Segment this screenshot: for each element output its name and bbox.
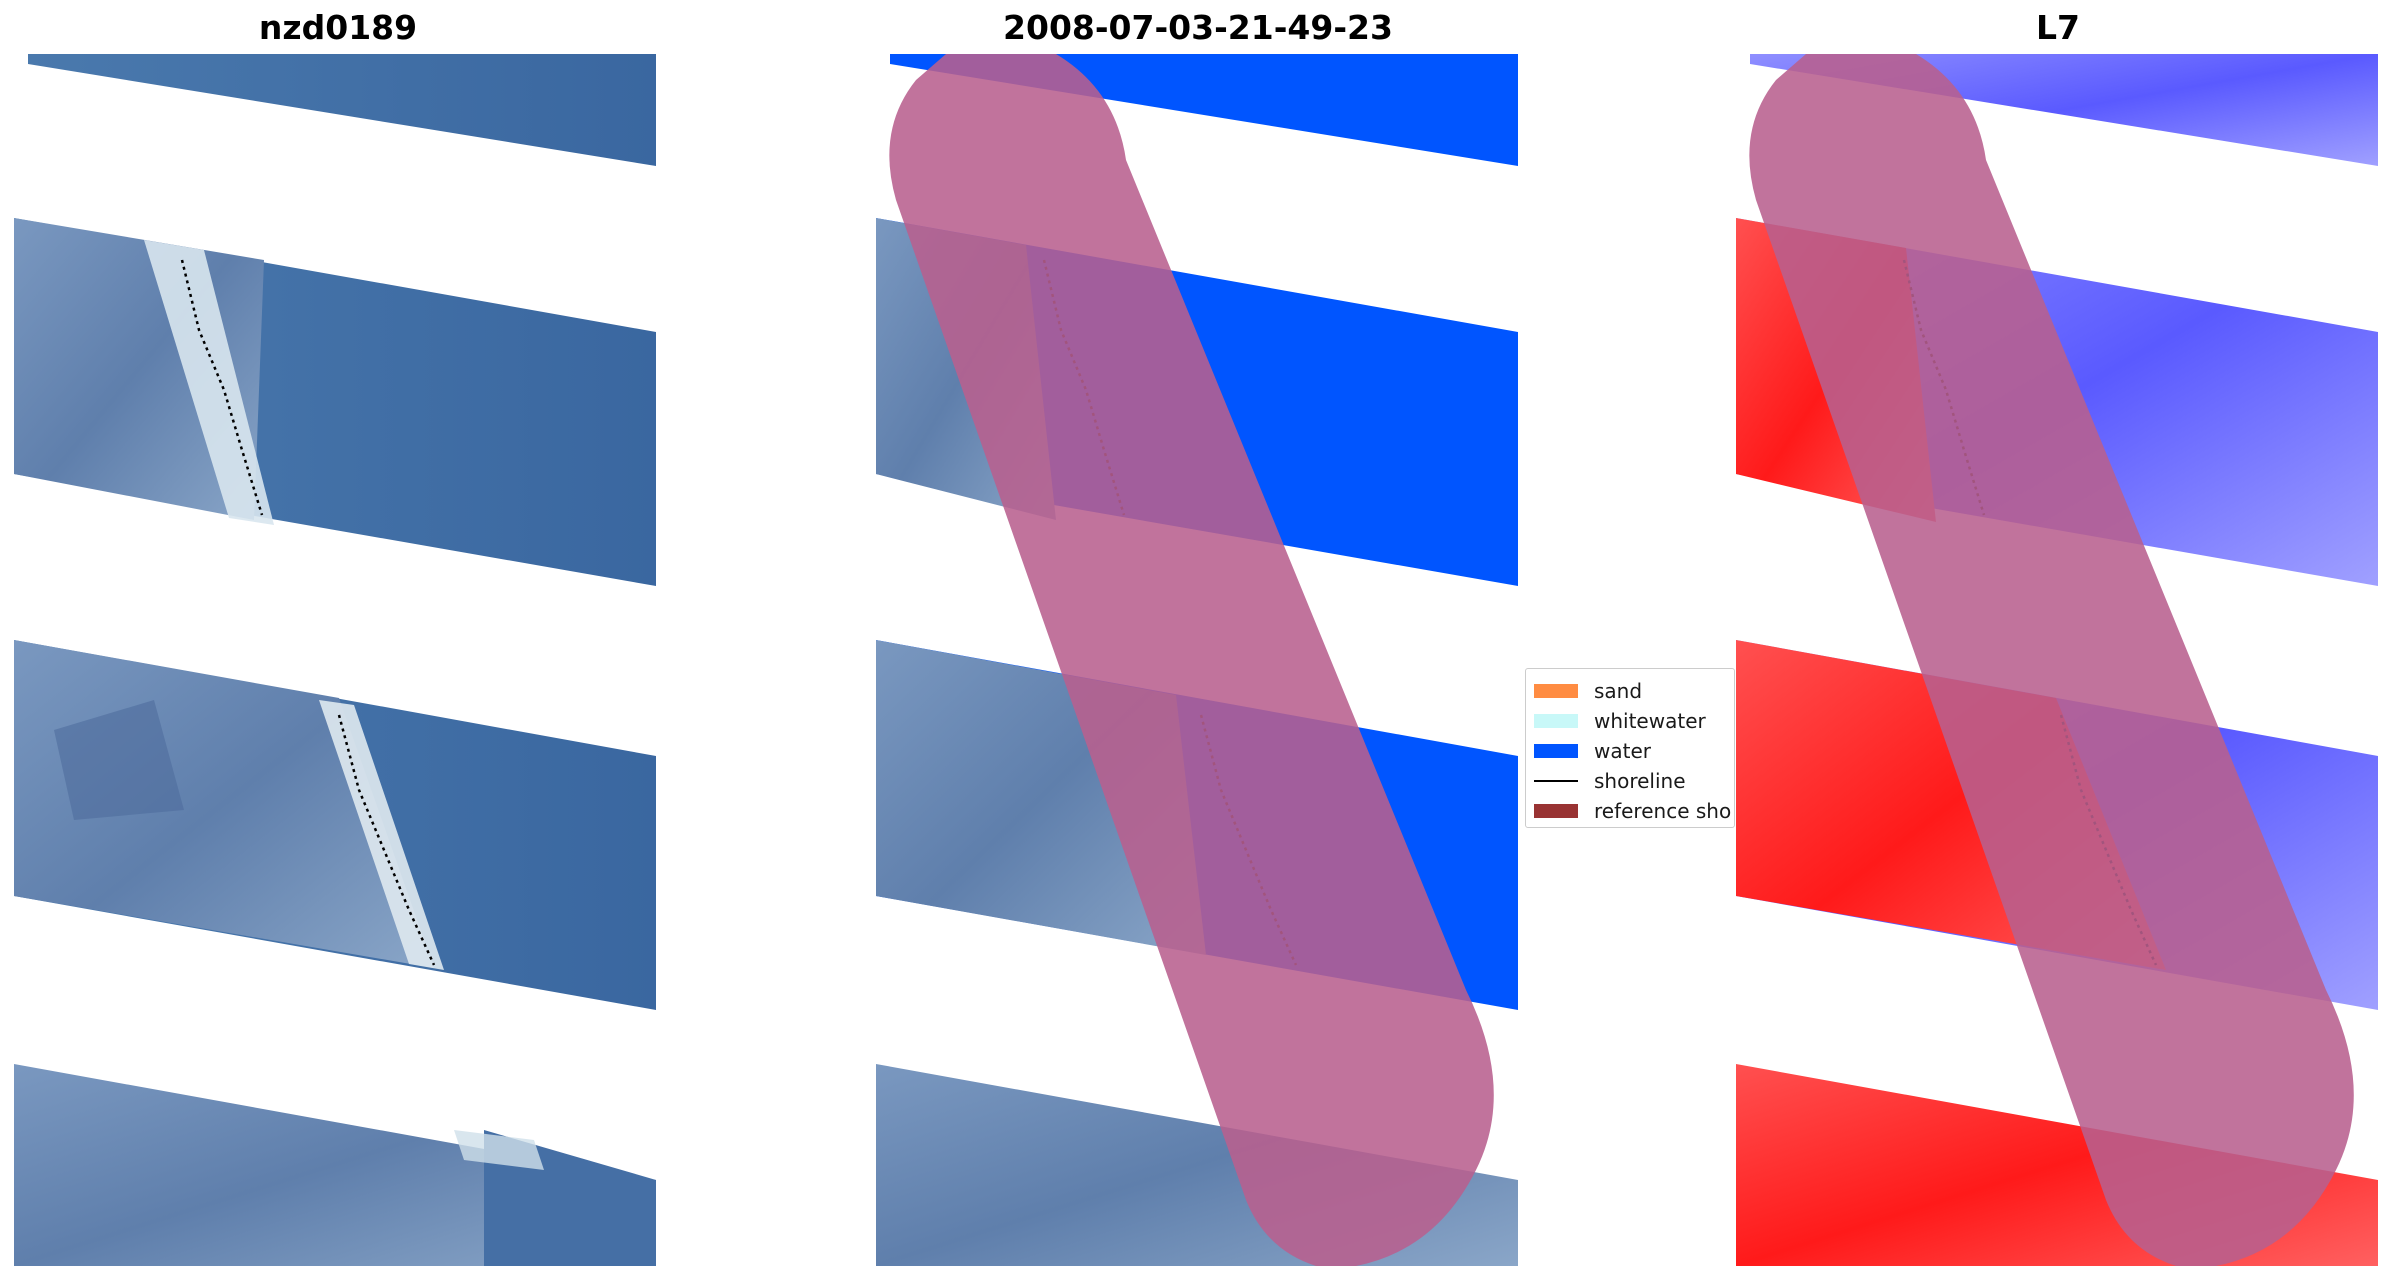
- reference-shoreline-buffer: [889, 54, 1494, 1266]
- panel-classified-image: [876, 50, 1518, 1266]
- panel-rgb-image: [14, 50, 656, 1266]
- legend-label-water: water: [1594, 739, 1651, 763]
- panel-title-right: L7: [2036, 8, 2080, 47]
- legend-item-whitewater: whitewater: [1534, 708, 1706, 734]
- legend-swatch-whitewater: [1534, 714, 1578, 728]
- legend-item-shoreline: shoreline: [1534, 768, 1686, 794]
- legend-item-sand: sand: [1534, 678, 1642, 704]
- shoreline-2: [337, 714, 436, 966]
- legend: sand whitewater water shoreline referenc…: [1525, 668, 1735, 828]
- legend-label-reference-shoreline: reference sho: [1594, 799, 1732, 823]
- legend-item-reference-shoreline: reference sho: [1534, 798, 1731, 824]
- legend-swatch-reference-shoreline: [1534, 804, 1578, 818]
- legend-swatch-water: [1534, 744, 1578, 758]
- legend-swatch-sand: [1534, 684, 1578, 698]
- legend-label-whitewater: whitewater: [1594, 709, 1706, 733]
- panel-title-left: nzd0189: [258, 8, 418, 47]
- panel-index-image: [1736, 50, 2378, 1266]
- legend-label-sand: sand: [1594, 679, 1643, 703]
- legend-item-water: water: [1534, 738, 1651, 764]
- panel-title-middle: 2008-07-03-21-49-23: [1003, 8, 1393, 47]
- legend-line-shoreline: [1534, 780, 1578, 782]
- legend-label-shoreline: shoreline: [1594, 769, 1686, 793]
- image-strip-1: [28, 54, 656, 166]
